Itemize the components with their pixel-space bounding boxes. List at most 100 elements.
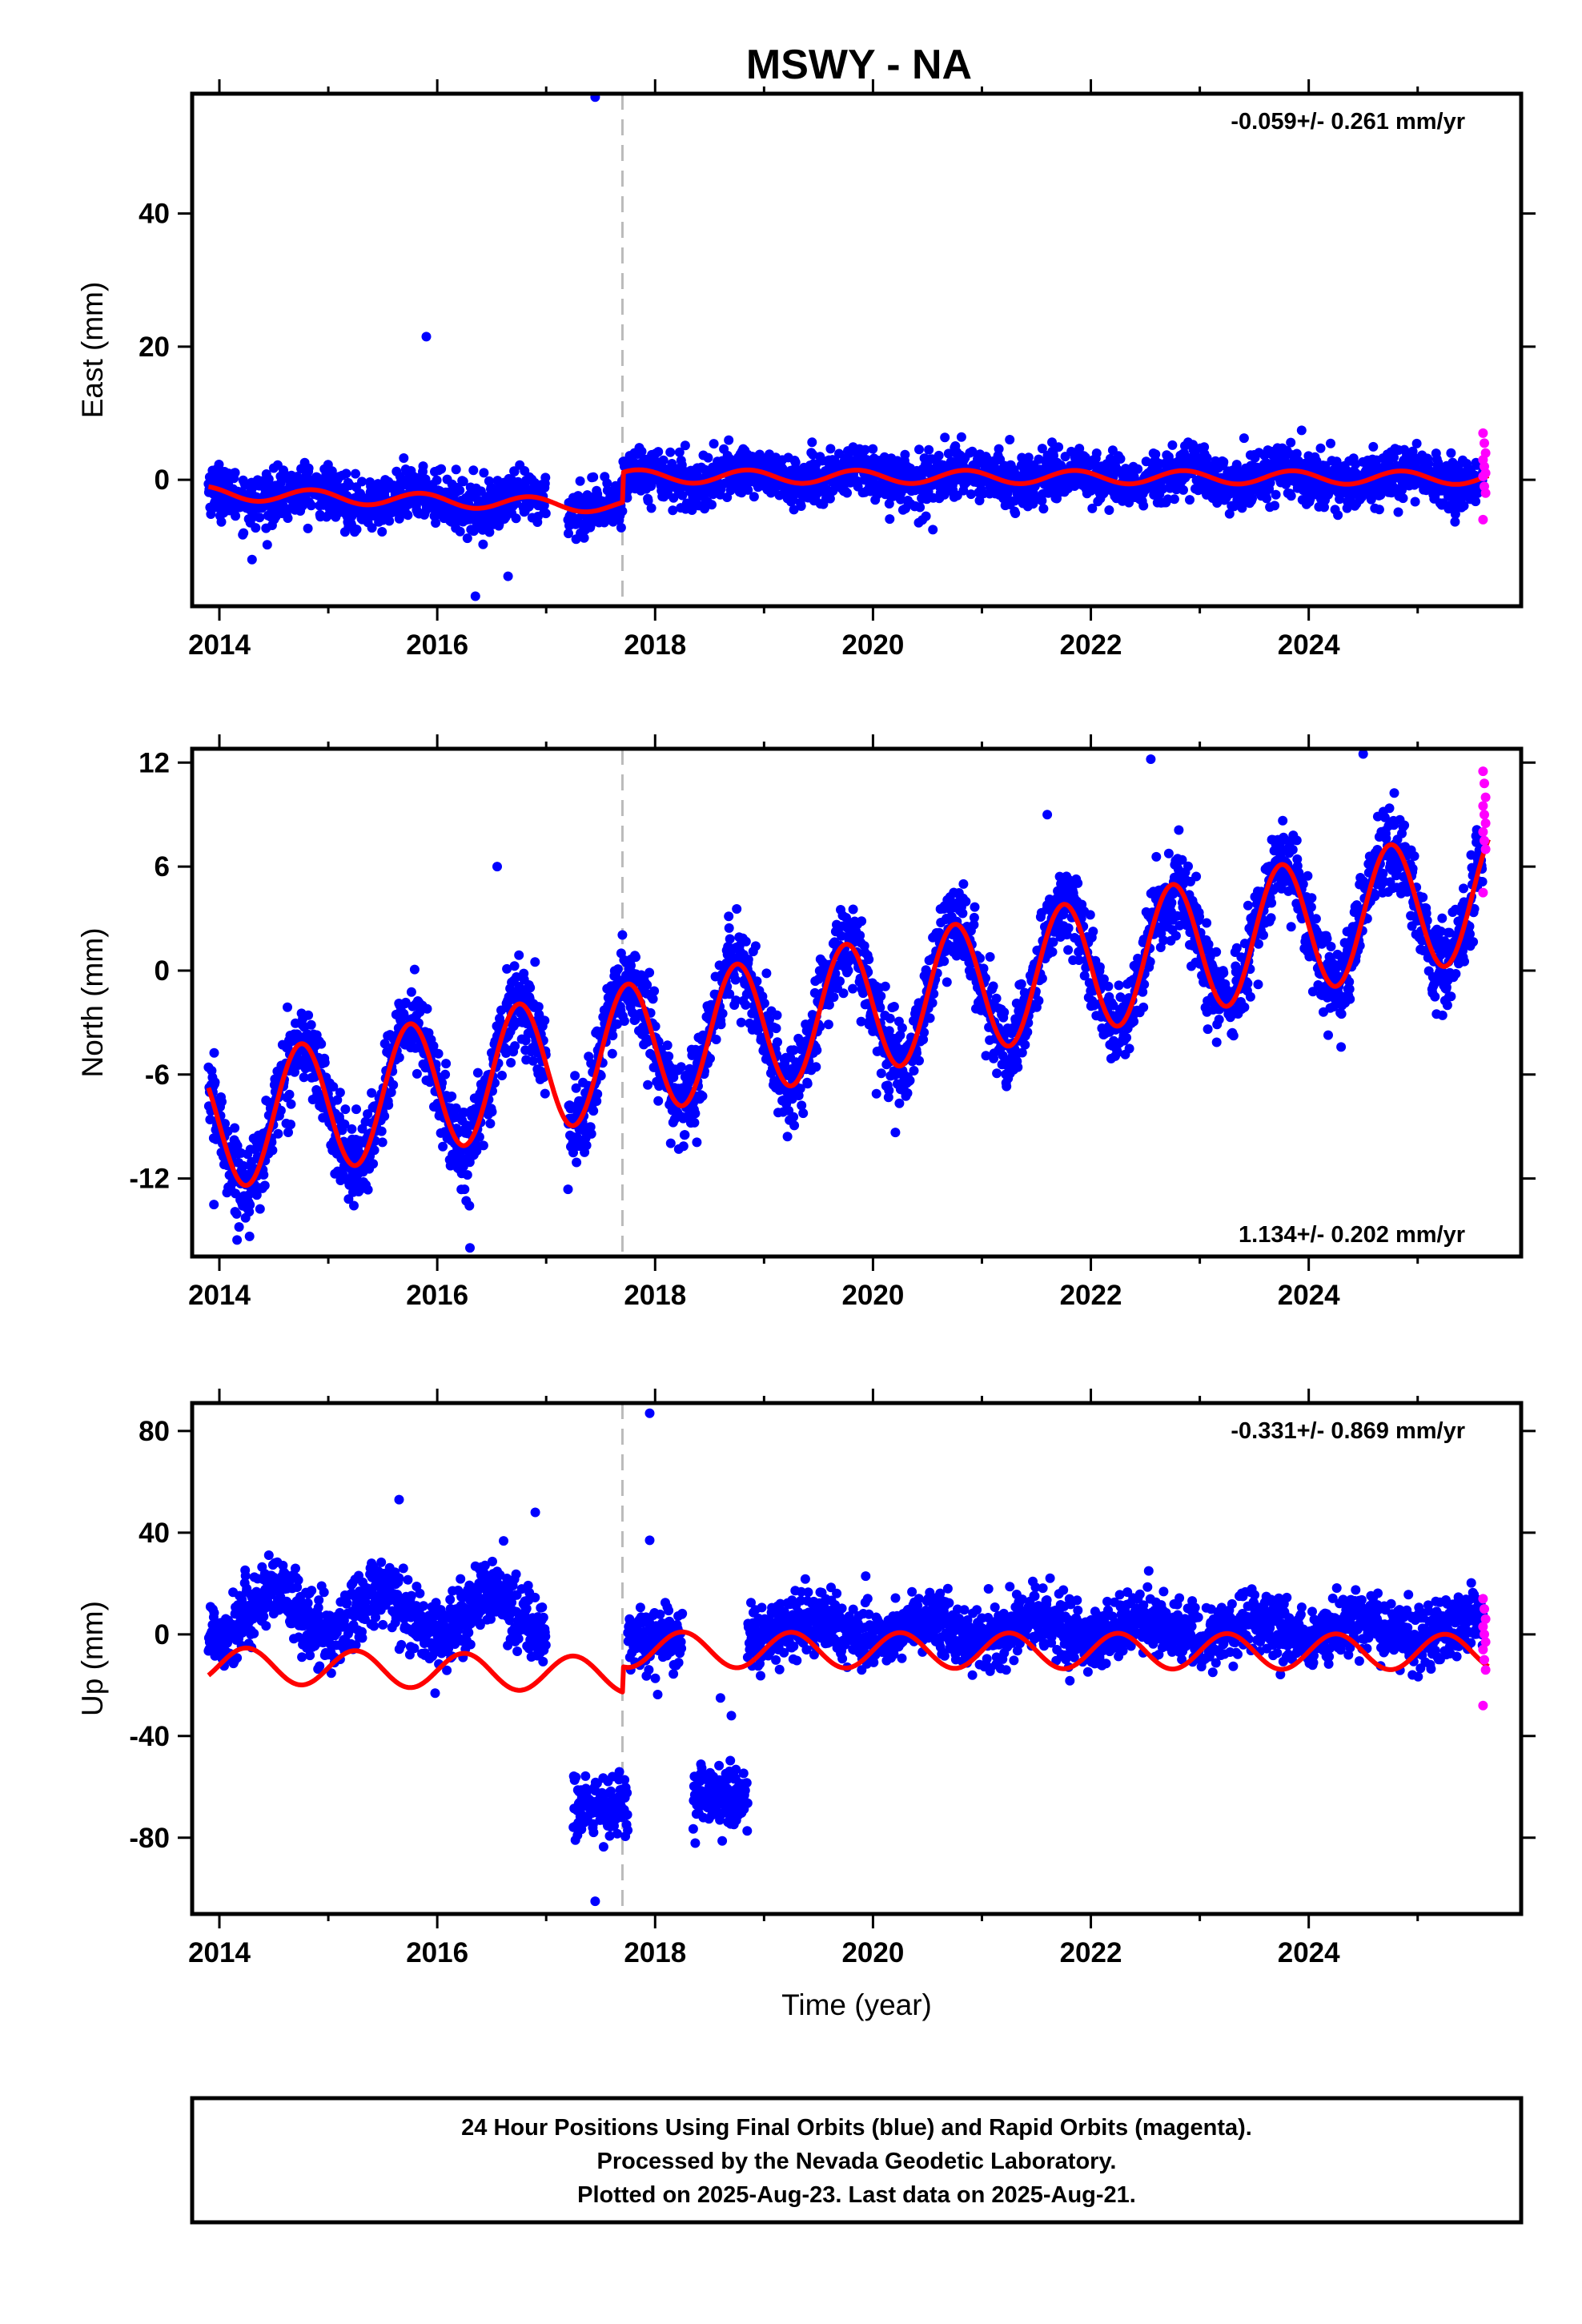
north-observation-point [478,1140,488,1151]
north-observation-point [725,989,735,999]
north-observation-point [848,904,858,915]
east-observation-point [1104,505,1114,515]
east-observation-point [1351,459,1361,469]
north-observation-point [286,1099,296,1109]
east-observation-point [860,444,870,455]
north-observation-point [797,1100,807,1111]
north-observation-point [876,1068,886,1079]
north-observation-point [812,1045,822,1055]
north-observation-point [697,1091,708,1101]
north-observation-point [927,998,938,1008]
east-observation-point [399,453,409,463]
north-observation-point [217,1096,227,1107]
north-observation-point [662,1040,673,1051]
east-observation-point [834,448,844,459]
north-observation-point [533,1002,544,1012]
north-observation-point [678,1141,689,1152]
north-observation-point [367,1088,377,1098]
north-observation-point [440,1069,451,1080]
east-observation-point [1271,489,1281,500]
north-observation-point [705,1053,715,1063]
north-observation-point [795,1084,805,1094]
north-observations [203,749,1488,1253]
east-observation-point [341,468,351,479]
north-observation-point [319,1057,330,1068]
east-observation-point [1239,433,1249,444]
north-observation-point [377,1137,387,1148]
east-observation-point [458,476,468,487]
east-observation-point [1393,507,1403,517]
east-observation-point [1315,443,1326,453]
east-observation-point [658,455,669,465]
north-observation-point [581,1140,592,1151]
north-observation-point [394,1052,404,1063]
north-observation-point [234,1222,244,1232]
north-observation-point [802,1079,813,1089]
east-observation-point [956,432,966,442]
east-observation-point [1296,425,1307,436]
east-x-tick-label: 2020 [841,629,904,661]
north-observation-point [572,1157,582,1168]
east-observation-point [478,539,488,549]
east-observation-point [1459,501,1469,511]
east-observation-point [394,513,404,524]
east-observation-point [900,449,910,460]
east-plot-frame [190,91,1524,609]
east-rapid-point [1480,438,1489,448]
east-observation-point [216,517,227,527]
east-observation-point [1054,442,1064,452]
north-observation-point [890,1128,901,1138]
north-observation-point [809,987,820,998]
north-observation-point [619,1016,629,1026]
east-observation-point [994,444,1004,454]
east-observation-point [1212,498,1223,508]
north-observation-point [460,1184,470,1195]
east-outlier-point [928,525,938,535]
north-observation-point [512,972,522,982]
north-observation-point [612,964,623,975]
north-observation-point [897,1023,907,1033]
north-observation-point [843,965,853,975]
east-rapid-point [1478,471,1488,481]
north-observation-point [485,1119,496,1128]
north-observation-point [918,1035,929,1045]
north-observation-point [438,1141,448,1152]
north-observation-point [902,1088,913,1098]
east-observation-point [579,533,589,543]
north-observation-point [680,1130,690,1140]
east-observation-point [680,440,690,451]
north-observation-point [433,1048,444,1059]
north-observation-point [351,1104,361,1115]
north-observation-point [273,1128,283,1139]
east-observation-point [462,533,472,544]
north-observation-point [232,1140,243,1151]
east-observation-point [1368,441,1379,452]
north-observation-point [773,1037,782,1047]
east-observation-point [262,540,272,550]
east-observation-point [1150,449,1161,460]
north-observation-point [789,1120,800,1131]
north-observation-point [239,1160,249,1171]
east-observation-point [1270,501,1280,511]
east-observation-point [1407,446,1418,456]
east-observation-point [351,525,362,535]
north-observation-point [259,1170,269,1180]
east-model-fit [207,467,1490,515]
chart-title: MSWY - NA [746,42,972,88]
north-observation-point [528,1055,538,1066]
east-observation-point [1397,485,1407,495]
north-observation-point [335,1088,345,1098]
east-observation-point [539,501,549,511]
east-observation-point [1091,448,1102,458]
north-observation-point [649,986,660,996]
north-observation-point [422,1003,432,1014]
north-observation-point [303,1010,314,1020]
east-observation-point [646,503,656,513]
east-observation-point [351,468,360,479]
east-rapid-point [1478,428,1488,438]
east-observation-point [1224,509,1235,519]
east-observation-point [790,457,801,468]
north-observation-point [889,1002,899,1011]
